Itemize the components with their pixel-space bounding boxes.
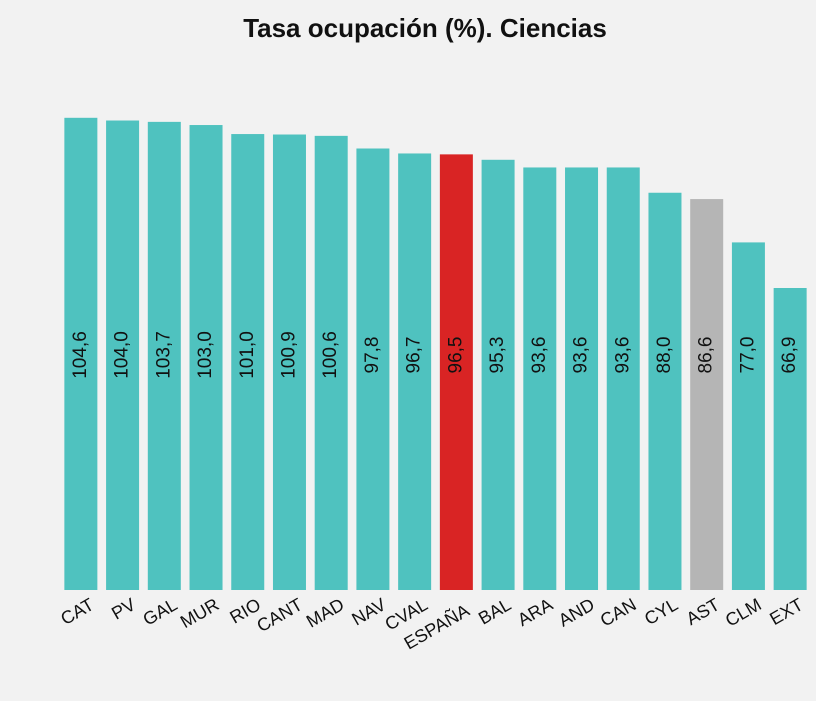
value-label: 100,6 (320, 331, 341, 379)
bar (439, 154, 473, 590)
bar (398, 153, 432, 590)
bar (648, 192, 682, 590)
bar (189, 125, 223, 591)
bar (606, 167, 640, 590)
bar (481, 159, 515, 590)
value-label: 66,9 (779, 337, 800, 374)
value-label: 86,6 (696, 337, 717, 374)
value-label: 93,6 (571, 337, 592, 374)
value-label: 104,6 (70, 331, 91, 379)
value-label: 104,0 (112, 331, 133, 379)
bar (731, 242, 765, 590)
value-label: 95,3 (487, 337, 508, 374)
bar (147, 121, 181, 591)
bar (106, 120, 140, 590)
bar (272, 134, 306, 590)
bar (565, 167, 599, 590)
value-label: 96,5 (445, 337, 466, 374)
value-label: 100,9 (278, 331, 299, 379)
value-label: 97,8 (362, 337, 383, 374)
bar (314, 135, 348, 590)
value-label: 77,0 (737, 337, 758, 374)
chart-title: Tasa ocupación (%). Ciencias (243, 13, 607, 43)
value-label: 88,0 (654, 337, 675, 374)
bar (231, 134, 265, 591)
value-label: 93,6 (529, 337, 550, 374)
bar (356, 148, 390, 590)
value-label: 96,7 (404, 337, 425, 374)
value-label: 103,7 (153, 331, 174, 379)
bar (690, 199, 724, 590)
value-label: 101,0 (237, 331, 258, 379)
bar (523, 167, 557, 590)
value-label: 93,6 (612, 337, 633, 374)
value-label: 103,0 (195, 331, 216, 379)
bar (773, 287, 807, 590)
bar (64, 117, 98, 590)
